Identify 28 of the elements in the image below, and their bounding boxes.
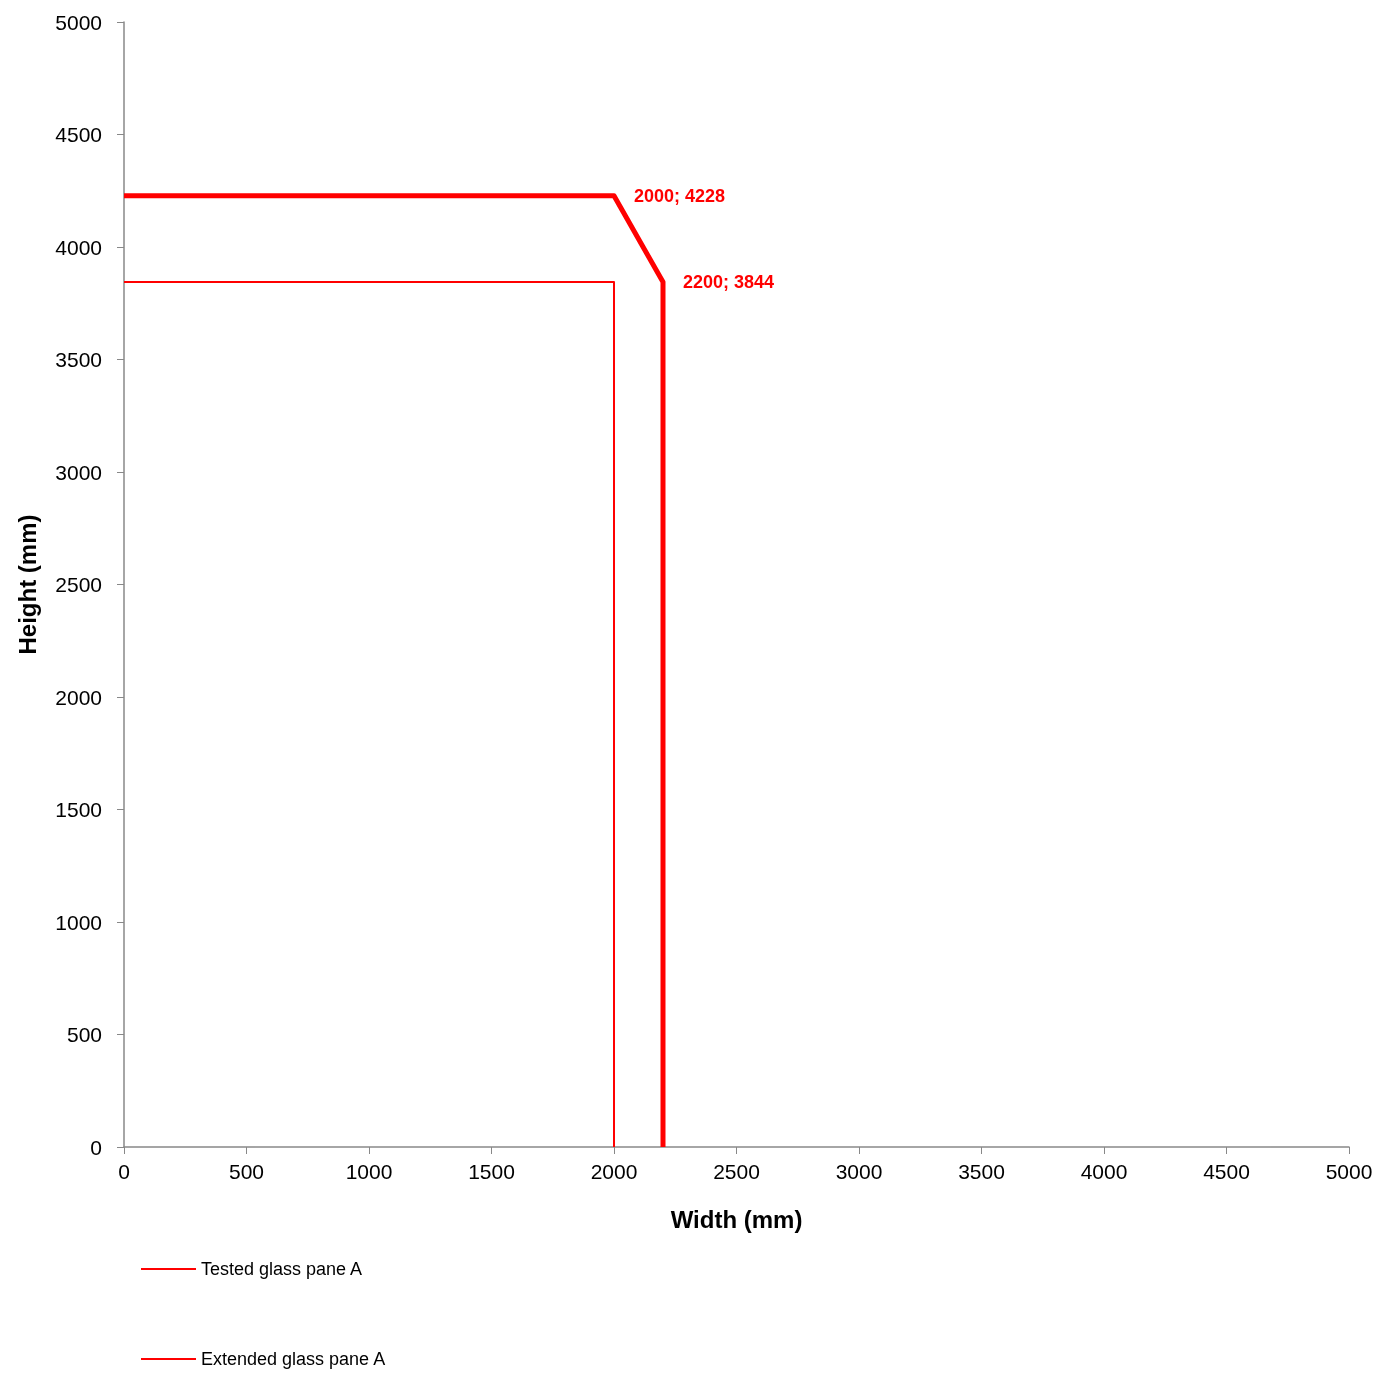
x-tick-label: 500 (228, 1160, 265, 1183)
y-tick-label: 3000 (55, 460, 102, 484)
x-tick-label: 1000 (345, 1160, 393, 1183)
y-tick-label: 1500 (55, 798, 102, 821)
y-tick-label: 4500 (55, 123, 102, 146)
x-tick-label: 2000 (590, 1160, 638, 1183)
annotation: 2200; 3844 (683, 272, 775, 293)
y-tick-label: 5000 (55, 10, 102, 34)
x-tick-label: 0 (118, 1160, 130, 1183)
y-tick-label: 4000 (55, 235, 102, 259)
x-tick-label: 5000 (1325, 1160, 1373, 1183)
x-tick-label: 4500 (1203, 1160, 1250, 1183)
y-tick-label: 1000 (55, 910, 102, 934)
x-axis-title: Width (mm) (670, 1205, 803, 1233)
x-tick-label: 4000 (1080, 1160, 1128, 1183)
legend-label: Tested glass pane A (201, 1259, 363, 1279)
annotation: 2000; 4228 (634, 185, 726, 206)
y-axis-title: Height (mm) (13, 514, 41, 655)
legend-label: Extended glass pane A (201, 1349, 386, 1369)
y-tick-label: 2000 (55, 685, 102, 709)
x-tick-label: 3000 (835, 1160, 883, 1183)
x-tick-label: 3500 (958, 1160, 1005, 1183)
x-tick-label: 1500 (468, 1160, 515, 1183)
y-tick-label: 2500 (55, 573, 102, 596)
y-tick-label: 500 (66, 1023, 102, 1046)
y-tick-label: 3500 (55, 348, 102, 371)
x-tick-label: 2500 (713, 1160, 760, 1183)
y-tick-label: 0 (90, 1135, 102, 1159)
